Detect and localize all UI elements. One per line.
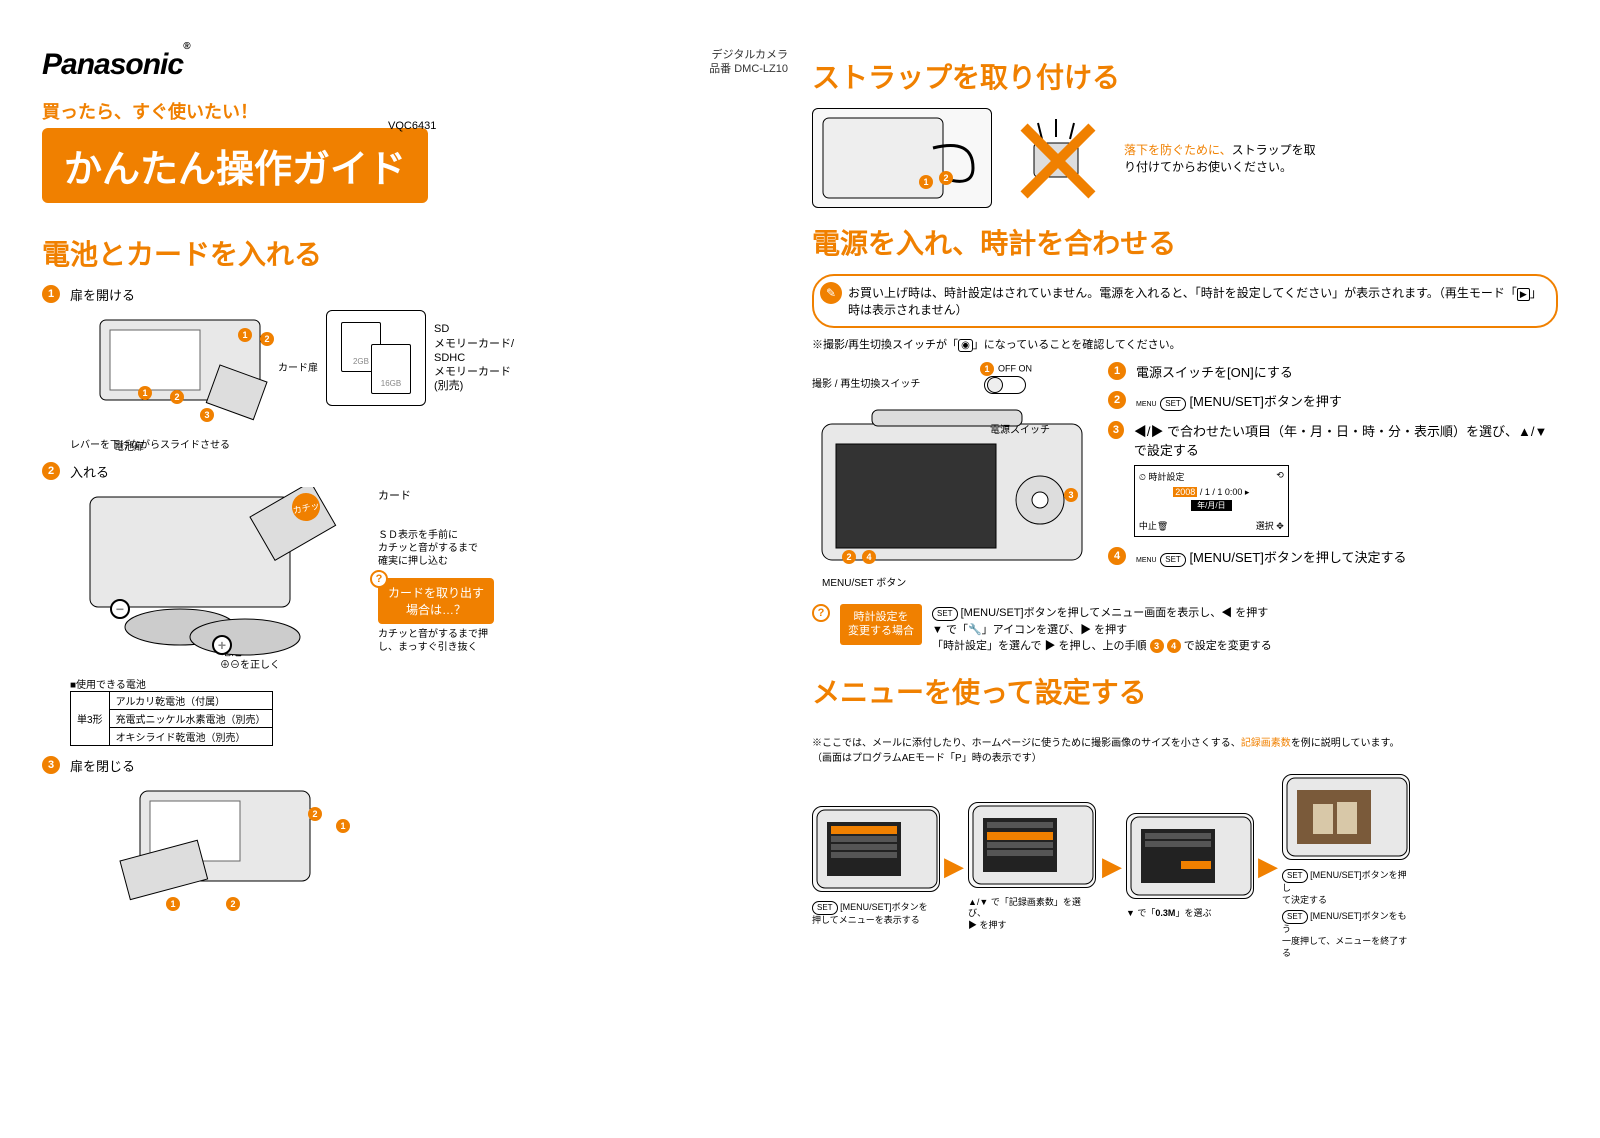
step-1: 1 扉を開ける 1 2 1 2 3 カード扉 電池扉 bbox=[42, 285, 788, 452]
step-3-label: 扉を閉じる bbox=[70, 756, 788, 775]
heading-menu-settings: メニューを使って設定する bbox=[812, 671, 1558, 711]
label-battery-door: 電池扉 bbox=[114, 441, 144, 454]
step-2: 2 入れる カチッ − + カード ＳＤ表示を手前に カチッと音がするまで 確実… bbox=[42, 462, 788, 746]
diagram-insert: カチッ − + bbox=[70, 487, 370, 667]
question-badge-2: ? bbox=[812, 604, 830, 622]
label-card: カード bbox=[378, 487, 494, 503]
step-3: 3 扉を閉じる 2 1 1 2 bbox=[42, 756, 788, 914]
right-column: ストラップを取り付ける 1 2 落下を防ぐために、ストラップを取 り付けてからお… bbox=[812, 48, 1558, 960]
x-mark-icon bbox=[1017, 117, 1099, 199]
diagram-strap-warn bbox=[1008, 113, 1108, 203]
product-meta: デジタルカメラ 品番 DMC-LZ10 bbox=[709, 48, 788, 77]
main-title: かんたん操作ガイド bbox=[42, 128, 428, 203]
clock-change-label: 時計設定を 変更する場合 bbox=[840, 604, 922, 645]
arrow-icon: ▶ bbox=[944, 851, 964, 882]
diagram-close-door: 2 1 1 2 bbox=[110, 781, 370, 911]
strap-warning-text: 落下を防ぐために、ストラップを取 り付けてからお使いください。 bbox=[1124, 141, 1316, 175]
diagram-sd-cards: 2GB 16GB bbox=[326, 310, 426, 406]
brand-logo: Panasonic® bbox=[42, 48, 189, 82]
power-step-3: 3 ◀/▶ で合わせたい項目（年・月・日・時・分・表示順）を選び、▲/▼ で設定… bbox=[1108, 421, 1558, 537]
battery-table: 単3形アルカリ乾電池（付属） 充電式ニッケル水素電池（別売） オキシライド乾電池… bbox=[70, 691, 273, 746]
diagram-menu-3 bbox=[1126, 813, 1254, 899]
label-lever: レバーを下げながらスライドさせる bbox=[70, 439, 310, 452]
mode-switch-note: ※撮影/再生切換スイッチが「◉」になっていることを確認してください。 bbox=[812, 336, 1558, 352]
clock-settings-screen: ⏲ 時計設定⟲ 2008 / 1 / 1 0:00 ▸ 年/月/日 中止🗑選択 … bbox=[1134, 465, 1289, 537]
step-badge-1: 1 bbox=[42, 285, 60, 303]
diagram-menu-4 bbox=[1282, 774, 1410, 860]
arrow-icon: ▶ bbox=[1102, 851, 1122, 882]
step-badge-2: 2 bbox=[42, 462, 60, 480]
label-card-door: カード扉 bbox=[278, 362, 318, 375]
card-insert-note: ＳＤ表示を手前に カチッと音がするまで 確実に押し込む bbox=[378, 529, 494, 568]
step-2-label: 入れる bbox=[70, 462, 788, 481]
step-badge-3: 3 bbox=[42, 756, 60, 774]
heading-strap: ストラップを取り付ける bbox=[812, 56, 1558, 96]
step-1-label: 扉を開ける bbox=[70, 285, 788, 304]
menu-step-row: SET [MENU/SET]ボタンを 押してメニューを表示する ▶ ▲/▼ で「… bbox=[812, 774, 1558, 959]
camera-mode-icon: ◉ bbox=[958, 339, 973, 352]
arrow-icon: ▶ bbox=[1258, 851, 1278, 882]
menu-step-4: SET [MENU/SET]ボタンを押し て決定する SET [MENU/SET… bbox=[1282, 774, 1412, 959]
sd-card-description: SD メモリーカード/ SDHC メモリーカード (別売) bbox=[434, 322, 514, 393]
menu-note: ※ここでは、メールに添付したり、ホームページに使うために撮影画像のサイズを小さく… bbox=[812, 723, 1558, 764]
power-switch-icon bbox=[984, 376, 1026, 394]
left-column: Panasonic® デジタルカメラ 品番 DMC-LZ10 買ったら、すぐ使い… bbox=[42, 48, 788, 960]
pencil-icon: ✎ bbox=[820, 282, 842, 304]
label-rec-play-switch: 撮影 / 再生切換スイッチ bbox=[812, 378, 920, 391]
doc-number: VQC6431 bbox=[388, 120, 436, 132]
power-step-4: 4 MENU SET [MENU/SET]ボタンを押して決定する bbox=[1108, 547, 1558, 567]
power-step-2: 2 MENU SET [MENU/SET]ボタンを押す bbox=[1108, 391, 1558, 411]
diagram-open-door: 1 2 1 2 3 bbox=[70, 310, 310, 430]
diagram-menu-1 bbox=[812, 806, 940, 892]
heading-battery-card: 電池とカードを入れる bbox=[42, 233, 788, 273]
card-eject-note: カチッと音がするまで押 し、まっすぐ引き抜く bbox=[378, 628, 494, 654]
menu-step-2: ▲/▼ で「記録画素数」を選び、 ▶ を押す bbox=[968, 802, 1098, 932]
card-eject-callout: カードを取り出す 場合は…？ bbox=[378, 578, 494, 624]
clock-change-tip: ? 時計設定を 変更する場合 SET [MENU/SET]ボタンを押してメニュー… bbox=[812, 604, 1558, 653]
power-step-1: 1電源スイッチを[ON]にする bbox=[1108, 362, 1558, 381]
label-power-switch: 電源スイッチ bbox=[990, 424, 1050, 437]
heading-power-clock: 電源を入れ、時計を合わせる bbox=[812, 222, 1558, 262]
question-badge: ? bbox=[370, 570, 388, 588]
menu-step-1: SET [MENU/SET]ボタンを 押してメニューを表示する bbox=[812, 806, 940, 927]
diagram-menu-2 bbox=[968, 802, 1096, 888]
off-on-label: 1OFF ON bbox=[812, 362, 1032, 376]
diagram-strap-attach: 1 2 bbox=[812, 108, 992, 208]
battery-table-header: ■使用できる電池 bbox=[70, 676, 788, 691]
diagram-camera-back: 電源スイッチ 2 4 3 bbox=[812, 400, 1092, 570]
play-mode-icon: ▶ bbox=[1517, 288, 1530, 301]
menu-step-3: ▼ で「0.3M」を選ぶ bbox=[1126, 813, 1254, 920]
label-menu-set-button: MENU/SET ボタン bbox=[822, 577, 1092, 590]
clock-notice: ✎ お買い上げ時は、時計設定はされていません。電源を入れると、「時計を設定してく… bbox=[812, 274, 1558, 328]
